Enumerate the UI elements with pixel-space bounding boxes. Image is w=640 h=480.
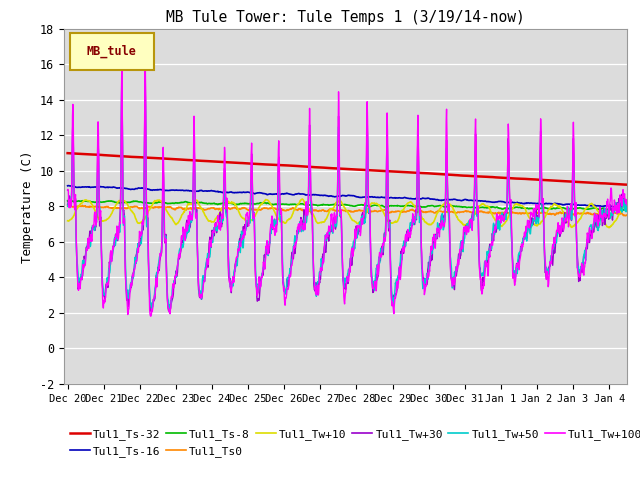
Tul1_Tw+10 bbox=[605, 225, 613, 230]
Tul1_Ts-8 bbox=[276, 201, 284, 207]
Tul1_Ts0 bbox=[79, 203, 86, 208]
Tul1_Ts-32 bbox=[487, 174, 495, 180]
Line: Tul1_Tw+50: Tul1_Tw+50 bbox=[68, 76, 627, 312]
Tul1_Tw+100 bbox=[141, 52, 149, 58]
Tul1_Tw+30 bbox=[64, 202, 72, 207]
Tul1_Ts-8 bbox=[621, 207, 629, 213]
Tul1_Tw+50 bbox=[164, 298, 172, 303]
Tul1_Ts-16 bbox=[64, 183, 72, 189]
Tul1_Ts-32 bbox=[64, 150, 72, 156]
Tul1_Tw+50 bbox=[550, 244, 557, 250]
Tul1_Tw+30 bbox=[488, 240, 495, 246]
Tul1_Tw+30 bbox=[276, 206, 284, 212]
Tul1_Ts-8 bbox=[623, 207, 631, 213]
Text: MB_tule: MB_tule bbox=[87, 45, 137, 58]
Tul1_Tw+30 bbox=[175, 256, 183, 262]
Tul1_Ts0 bbox=[550, 211, 557, 216]
Tul1_Tw+100 bbox=[64, 187, 72, 193]
Tul1_Ts-16 bbox=[175, 188, 183, 193]
Tul1_Ts-16 bbox=[276, 192, 284, 197]
FancyBboxPatch shape bbox=[70, 34, 154, 70]
Tul1_Ts-16 bbox=[550, 201, 557, 207]
Tul1_Tw+50 bbox=[623, 198, 631, 204]
Tul1_Ts-16 bbox=[164, 188, 172, 193]
Tul1_Tw+100 bbox=[276, 211, 284, 216]
Tul1_Ts-16 bbox=[488, 199, 495, 205]
Tul1_Tw+30 bbox=[141, 67, 149, 72]
Line: Tul1_Ts-32: Tul1_Ts-32 bbox=[68, 153, 627, 185]
Tul1_Tw+10 bbox=[276, 217, 284, 223]
Tul1_Ts-8 bbox=[175, 200, 183, 206]
Legend: Tul1_Ts-32, Tul1_Ts-16, Tul1_Ts-8, Tul1_Ts0, Tul1_Tw+10, Tul1_Tw+30, Tul1_Tw+50,: Tul1_Ts-32, Tul1_Ts-16, Tul1_Ts-8, Tul1_… bbox=[70, 429, 640, 456]
Tul1_Ts-32 bbox=[623, 182, 631, 188]
Line: Tul1_Ts-16: Tul1_Ts-16 bbox=[68, 186, 627, 207]
Tul1_Tw+10 bbox=[550, 202, 557, 207]
Title: MB Tule Tower: Tule Temps 1 (3/19/14-now): MB Tule Tower: Tule Temps 1 (3/19/14-now… bbox=[166, 10, 525, 25]
Tul1_Tw+100 bbox=[147, 313, 155, 319]
Tul1_Ts-16 bbox=[225, 190, 233, 195]
Tul1_Tw+30 bbox=[550, 243, 557, 249]
Tul1_Tw+50 bbox=[118, 73, 125, 79]
Tul1_Tw+50 bbox=[488, 245, 495, 251]
Tul1_Ts-16 bbox=[64, 183, 72, 189]
Tul1_Tw+50 bbox=[226, 281, 234, 287]
Tul1_Ts0 bbox=[64, 203, 72, 209]
Tul1_Tw+10 bbox=[299, 196, 307, 202]
Tul1_Ts0 bbox=[164, 204, 172, 210]
Tul1_Ts-16 bbox=[623, 204, 631, 209]
Tul1_Tw+100 bbox=[175, 252, 183, 257]
Tul1_Ts-32 bbox=[225, 159, 233, 165]
Tul1_Tw+30 bbox=[147, 308, 155, 314]
Tul1_Ts0 bbox=[276, 206, 284, 212]
Tul1_Ts-8 bbox=[65, 198, 73, 204]
Tul1_Tw+100 bbox=[550, 235, 557, 241]
Tul1_Tw+10 bbox=[225, 200, 233, 205]
Line: Tul1_Tw+10: Tul1_Tw+10 bbox=[68, 199, 627, 228]
Tul1_Tw+50 bbox=[276, 218, 284, 224]
Tul1_Ts0 bbox=[225, 206, 233, 212]
Tul1_Ts0 bbox=[488, 210, 495, 216]
Tul1_Ts0 bbox=[598, 213, 605, 219]
Tul1_Tw+10 bbox=[623, 202, 631, 207]
Tul1_Tw+50 bbox=[175, 247, 183, 253]
Tul1_Tw+30 bbox=[165, 308, 173, 314]
Tul1_Ts0 bbox=[623, 212, 631, 217]
Tul1_Ts-8 bbox=[550, 205, 557, 211]
Tul1_Ts-32 bbox=[549, 178, 557, 183]
Line: Tul1_Ts0: Tul1_Ts0 bbox=[68, 205, 627, 216]
Line: Tul1_Ts-8: Tul1_Ts-8 bbox=[68, 201, 627, 210]
Tul1_Tw+100 bbox=[488, 239, 495, 244]
Line: Tul1_Tw+100: Tul1_Tw+100 bbox=[68, 55, 627, 316]
Tul1_Ts-32 bbox=[175, 156, 182, 162]
Tul1_Ts-32 bbox=[276, 162, 284, 168]
Tul1_Tw+10 bbox=[164, 210, 172, 216]
Tul1_Ts-8 bbox=[488, 204, 495, 210]
Tul1_Ts-8 bbox=[64, 198, 72, 204]
Tul1_Tw+30 bbox=[226, 277, 234, 283]
Tul1_Ts-8 bbox=[225, 200, 233, 206]
Tul1_Tw+10 bbox=[175, 219, 182, 225]
Tul1_Tw+10 bbox=[64, 218, 72, 224]
Y-axis label: Temperature (C): Temperature (C) bbox=[22, 150, 35, 263]
Tul1_Ts-16 bbox=[610, 204, 618, 210]
Tul1_Tw+100 bbox=[165, 306, 173, 312]
Tul1_Tw+10 bbox=[488, 210, 495, 216]
Tul1_Tw+30 bbox=[623, 205, 631, 211]
Tul1_Tw+100 bbox=[623, 203, 631, 208]
Tul1_Ts0 bbox=[175, 204, 183, 210]
Line: Tul1_Tw+30: Tul1_Tw+30 bbox=[68, 70, 627, 311]
Tul1_Ts-8 bbox=[164, 201, 172, 206]
Tul1_Ts-32 bbox=[164, 156, 172, 162]
Tul1_Tw+100 bbox=[226, 277, 234, 283]
Tul1_Tw+50 bbox=[166, 310, 173, 315]
Tul1_Tw+50 bbox=[64, 204, 72, 209]
